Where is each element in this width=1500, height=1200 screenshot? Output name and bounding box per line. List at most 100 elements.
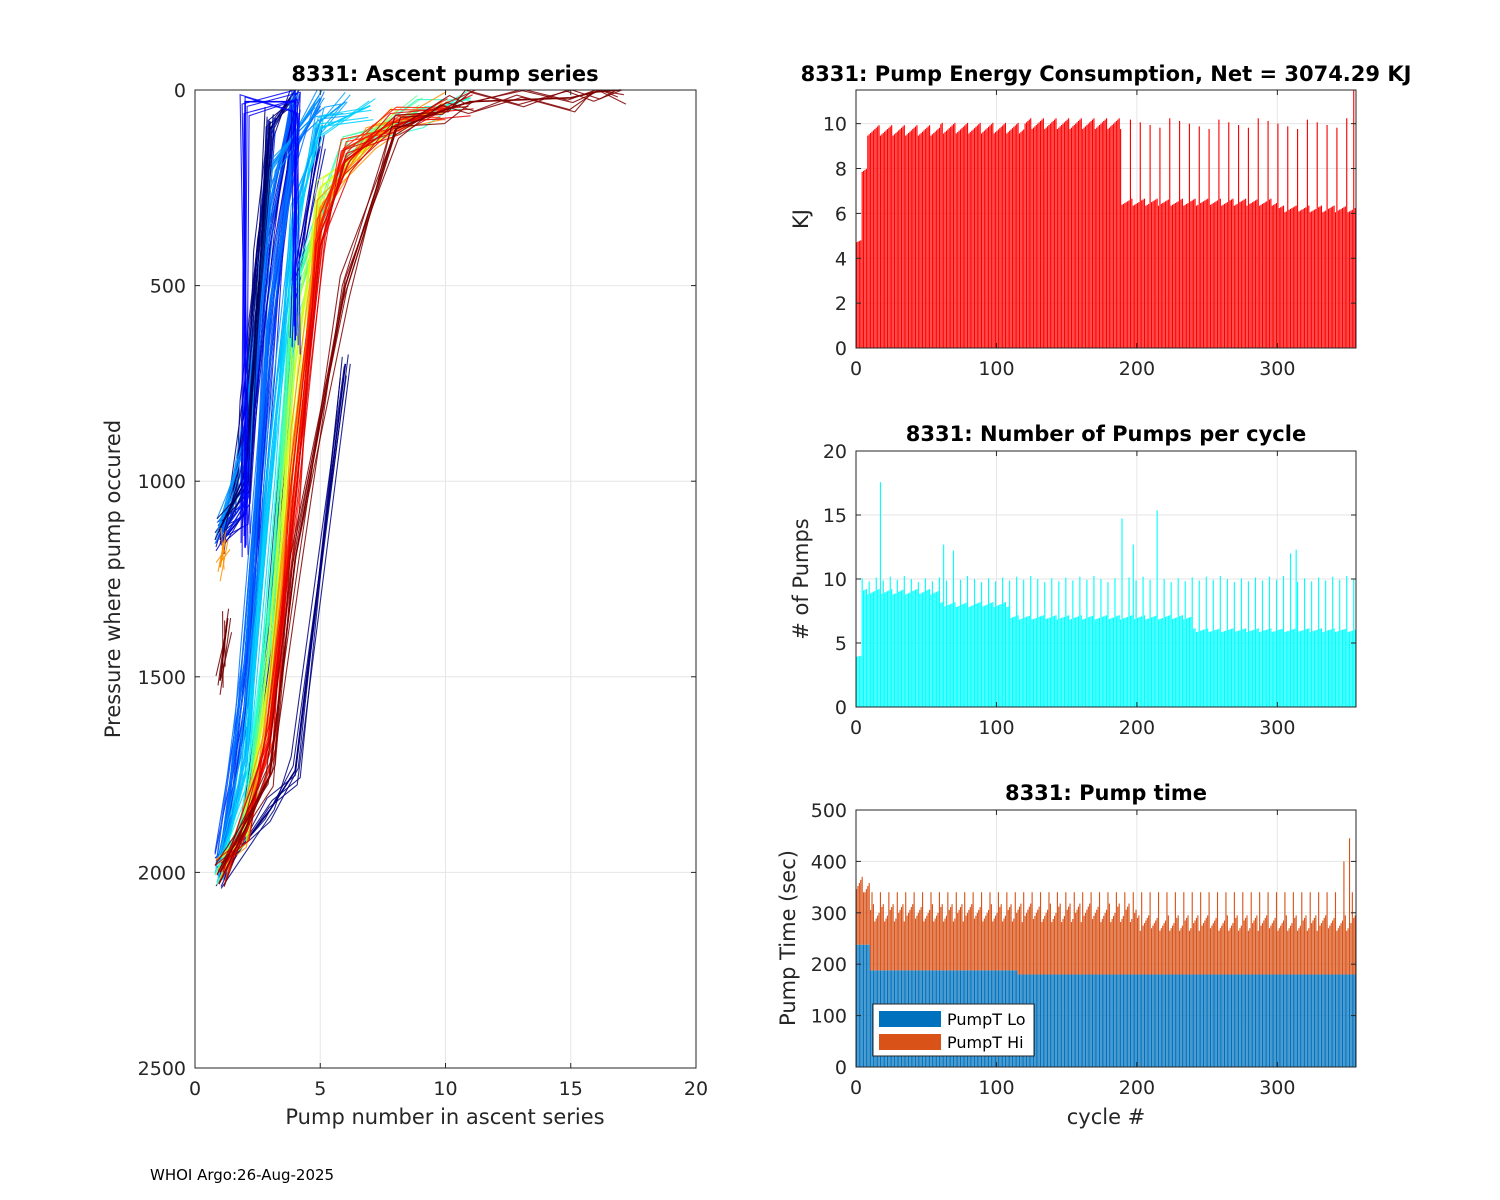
pumptime-bar-lo: [1090, 974, 1092, 1067]
pumptime-bar-lo: [1141, 974, 1143, 1067]
pumptime-bar-lo: [1316, 974, 1318, 1067]
pumptime-bar-lo: [1354, 974, 1356, 1067]
pumps-bar: [1208, 632, 1210, 707]
pumptime-bar-hi: [1180, 928, 1182, 975]
pumptime-bar-hi: [1340, 923, 1342, 975]
pumptime-bar-hi: [1218, 930, 1220, 975]
energy-bar: [989, 125, 991, 348]
pumps-bar: [1347, 632, 1349, 707]
pumps-bar: [976, 603, 978, 707]
pumptime-bar-hi: [1320, 923, 1323, 975]
pumptime-bar-hi: [948, 909, 950, 971]
pumps-bar: [1229, 629, 1231, 707]
energy-bar: [858, 240, 860, 348]
pumps-bar: [1257, 628, 1259, 707]
energy-bar: [1289, 208, 1292, 348]
energy-bar: [945, 130, 948, 348]
pumptime-bar-hi: [1295, 915, 1297, 975]
pumptime-bar-lo: [863, 944, 865, 1067]
pumptime-bar-hi: [909, 909, 911, 971]
energy-bar: [1354, 208, 1356, 348]
energy-bar: [1277, 123, 1279, 349]
pumps-bar: [1327, 630, 1330, 707]
energy-bar: [1207, 198, 1209, 348]
pumptime-bar-hi: [1223, 920, 1226, 975]
energy-bar: [1326, 125, 1328, 348]
pumps-bar: [913, 590, 915, 707]
pumptime-bar-lo: [1096, 974, 1098, 1067]
pumptime-bar-hi: [1284, 892, 1286, 975]
energy-bar: [913, 127, 915, 349]
pumptime-bar-lo: [1049, 974, 1051, 1067]
energy-bar: [1305, 207, 1307, 348]
pumps-bar: [1294, 628, 1296, 707]
pumptime-bar-lo: [1229, 974, 1231, 1067]
ascent-series-line: [214, 89, 624, 866]
pumptime-bar-hi: [856, 889, 858, 945]
energy-bar: [1072, 126, 1074, 348]
pumps-bar: [1226, 579, 1228, 707]
energy-bar: [1268, 199, 1271, 348]
energy-bar: [1172, 204, 1174, 348]
pumptime-bar-hi: [900, 907, 903, 971]
pumptime-bar-lo: [1079, 974, 1081, 1067]
ascent-series-line: [217, 109, 398, 870]
pumptime-bar-lo: [1139, 974, 1141, 1067]
pumps-bar: [1200, 630, 1202, 707]
pumps-ytick-label: 10: [823, 569, 847, 591]
ascent-series-line: [217, 608, 230, 686]
pumps-bar: [1231, 628, 1233, 707]
pumptime-bar-hi: [1149, 892, 1151, 975]
pumptime-bar-hi: [1163, 923, 1165, 975]
pumptime-bar-hi: [865, 889, 867, 945]
pumptime-bar-hi: [1023, 892, 1025, 975]
pumps-bar: [1242, 629, 1244, 707]
energy-bar: [1159, 127, 1161, 348]
pumps-bar: [1048, 617, 1050, 707]
energy-bar: [861, 171, 863, 348]
pumptime-bar-lo: [1311, 974, 1313, 1067]
pumps-bar: [1209, 631, 1212, 707]
pumps-bar: [1145, 619, 1147, 707]
pumps-bar: [1197, 631, 1199, 707]
ascent-xtick-label: 0: [189, 1078, 201, 1100]
pumptime-bar-hi: [1068, 906, 1070, 975]
energy-bar: [1044, 129, 1046, 348]
energy-ytick-label: 4: [835, 248, 847, 270]
pumps-bar: [1055, 615, 1057, 707]
pumps-bar: [1051, 578, 1053, 707]
pumps-bar: [957, 606, 959, 707]
energy-bar: [1132, 205, 1134, 348]
pumptime-bar-hi: [864, 892, 866, 945]
energy-bar: [899, 129, 901, 348]
pumptime-bar-hi: [1172, 925, 1174, 975]
energy-bar: [1186, 203, 1188, 348]
energy-bar: [1018, 133, 1021, 348]
pumps-bar: [979, 602, 981, 707]
pumps-bar: [944, 606, 946, 707]
energy-bar: [1187, 203, 1189, 348]
pumptime-bar-hi: [1030, 903, 1032, 975]
energy-bars: [856, 90, 1356, 349]
energy-bar: [1041, 119, 1043, 348]
pumptime-bar-hi: [895, 918, 897, 971]
energy-bar: [1274, 203, 1276, 348]
energy-bar: [1034, 126, 1036, 348]
energy-bar: [1245, 198, 1247, 348]
pumptime-bar-lo: [1091, 974, 1094, 1067]
ascent-xtick-label: 20: [684, 1078, 708, 1100]
pumptime-bar-hi: [985, 915, 987, 971]
pumps-bar: [1093, 575, 1095, 707]
pumptime-bar-hi: [1344, 915, 1346, 975]
energy-bar: [1218, 119, 1220, 348]
ascent-title: 8331: Ascent pump series: [291, 62, 598, 86]
pumps-bar: [1319, 628, 1321, 707]
pumptime-bar-hi: [1319, 925, 1321, 975]
pumps-bar: [1108, 619, 1110, 707]
energy-bar: [1233, 205, 1235, 348]
pumptime-bar-lo: [1245, 974, 1247, 1067]
pumptime-bar-hi: [1212, 923, 1214, 975]
energy-bar: [1101, 122, 1103, 348]
pumptime-bar-hi: [1239, 928, 1241, 975]
